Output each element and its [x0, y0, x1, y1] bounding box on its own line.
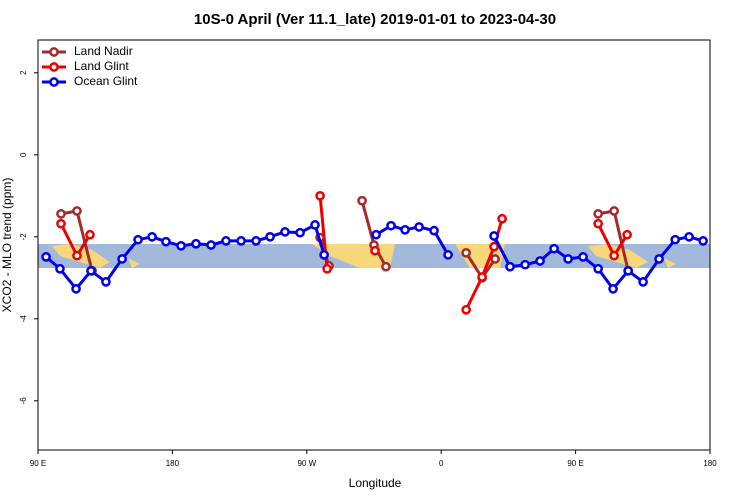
data-point — [221, 236, 231, 246]
data-point — [101, 277, 111, 287]
data-point — [593, 218, 603, 229]
data-point — [497, 213, 507, 224]
x-axis-label: Longitude — [349, 476, 402, 490]
data-point — [505, 261, 515, 272]
data-point — [698, 236, 708, 246]
data-point — [549, 243, 559, 254]
data-point — [461, 247, 471, 258]
data-point — [477, 272, 487, 282]
x-tick-label: 90 W — [297, 459, 316, 468]
y-tick-label: 0 — [19, 152, 28, 157]
data-point — [322, 263, 332, 274]
y-tick-label: 2 — [19, 70, 28, 75]
legend-marker — [49, 62, 59, 72]
legend-marker — [49, 77, 59, 87]
data-point — [280, 227, 290, 237]
data-point — [563, 254, 573, 264]
data-point — [386, 220, 396, 231]
data-point — [71, 284, 81, 294]
data-point — [117, 254, 127, 264]
data-point — [310, 220, 320, 230]
data-point — [520, 259, 530, 270]
data-point — [191, 238, 201, 249]
data-point — [381, 261, 391, 272]
y-tick-label: -2 — [19, 233, 28, 241]
data-point — [593, 208, 603, 219]
data-point — [56, 208, 66, 219]
legend-label: Land Glint — [74, 59, 129, 73]
y-axis-label: XCO2 - MLO trend (ppm) — [0, 178, 14, 313]
y-tick-label: -4 — [19, 315, 28, 323]
x-tick-label: 90 E — [567, 459, 583, 468]
data-point — [489, 231, 499, 241]
legend-label: Land Nadir — [74, 44, 133, 58]
land-patch — [128, 258, 140, 268]
data-point — [315, 190, 325, 201]
data-point — [56, 218, 66, 229]
data-point — [371, 229, 381, 240]
data-point — [443, 249, 453, 260]
x-tick-label: 90 E — [30, 459, 46, 468]
data-point — [578, 252, 588, 262]
data-point — [489, 241, 499, 252]
data-point — [429, 225, 439, 236]
data-point — [176, 240, 186, 251]
data-point — [55, 263, 65, 274]
data-point — [654, 254, 664, 264]
series — [41, 220, 708, 294]
data-point — [623, 265, 634, 276]
x-tick-label: 0 — [439, 459, 444, 468]
data-point — [72, 206, 82, 216]
data-point — [357, 195, 367, 206]
data-point — [593, 263, 603, 274]
data-point — [609, 250, 619, 261]
data-point — [609, 206, 619, 216]
data-point — [684, 231, 694, 242]
data-point — [319, 249, 329, 260]
y-tick-label: -6 — [19, 397, 28, 405]
data-point — [72, 250, 82, 261]
data-point — [295, 227, 305, 238]
legend-label: Ocean Glint — [74, 74, 138, 88]
plot-frame — [37, 39, 711, 451]
data-point — [85, 229, 95, 240]
data-point — [236, 236, 246, 246]
data-point — [206, 240, 216, 250]
data-point — [370, 245, 380, 256]
data-point — [133, 234, 143, 245]
data-point — [608, 284, 618, 294]
data-point — [400, 224, 410, 235]
data-point — [86, 265, 96, 276]
data-point — [638, 277, 648, 287]
data-point — [414, 222, 424, 232]
data-point — [461, 304, 471, 315]
data-point — [535, 256, 545, 266]
land-patch — [664, 258, 676, 268]
data-point — [251, 236, 261, 246]
data-point — [265, 231, 275, 242]
data-point — [490, 254, 500, 264]
data-point — [147, 231, 157, 242]
x-tick-label: 180 — [703, 459, 717, 468]
x-tick-label: 180 — [166, 459, 180, 468]
series — [56, 190, 632, 315]
legend-marker — [49, 47, 59, 57]
data-point — [670, 234, 681, 245]
data-point — [622, 229, 632, 240]
chart-title: 10S-0 April (Ver 11.1_late) 2019-01-01 t… — [194, 11, 556, 28]
data-point — [41, 252, 51, 262]
data-point — [161, 236, 171, 247]
